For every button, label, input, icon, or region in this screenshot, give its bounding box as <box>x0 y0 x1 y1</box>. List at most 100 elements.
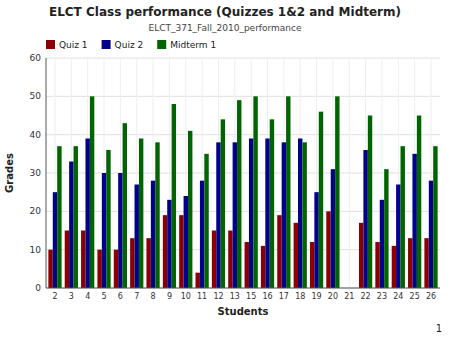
y-axis-line <box>46 58 47 288</box>
bar <box>270 119 274 288</box>
bar <box>282 142 286 288</box>
bar <box>216 142 220 288</box>
legend-label: Midterm 1 <box>170 40 216 50</box>
x-tick-label: 16 <box>262 292 272 301</box>
x-tick-label: 6 <box>118 292 123 301</box>
bar <box>81 231 85 289</box>
x-tick-label: 23 <box>377 292 387 301</box>
bar <box>392 246 396 288</box>
x-tick-label: 8 <box>151 292 156 301</box>
bar <box>179 215 183 288</box>
bar <box>245 242 249 288</box>
bar <box>429 181 433 288</box>
bar <box>384 169 388 288</box>
x-tick-label: 24 <box>393 292 403 301</box>
legend-label: Quiz 1 <box>59 40 88 50</box>
x-tick-label: 21 <box>344 292 354 301</box>
bar <box>277 215 281 288</box>
bars <box>48 96 437 288</box>
bar <box>310 242 314 288</box>
bar <box>294 223 298 288</box>
bar <box>135 185 139 289</box>
bar <box>363 150 367 288</box>
x-tick-label: 7 <box>134 292 139 301</box>
legend-swatch <box>102 40 111 49</box>
bar <box>65 231 69 289</box>
bar <box>302 142 306 288</box>
bar <box>265 139 269 289</box>
bar <box>151 181 155 288</box>
annotation: 1 <box>436 323 442 334</box>
x-tick-label: 20 <box>328 292 338 301</box>
bar <box>130 238 134 288</box>
bar <box>118 173 122 288</box>
x-tick-label: 11 <box>197 292 207 301</box>
y-tick-label: 0 <box>35 283 41 293</box>
bar <box>114 250 118 288</box>
bar <box>200 181 204 288</box>
y-tick-label: 60 <box>30 53 42 63</box>
y-tick-label: 10 <box>30 245 42 255</box>
bar <box>417 116 421 289</box>
grid-line <box>46 134 440 135</box>
bar <box>146 238 150 288</box>
x-tick-label: 15 <box>246 292 256 301</box>
legend-swatch <box>157 40 166 49</box>
bar <box>57 146 61 288</box>
bar <box>228 231 232 289</box>
bar <box>212 231 216 289</box>
x-tick-label: 13 <box>230 292 240 301</box>
bar <box>396 185 400 289</box>
x-axis-line <box>46 288 440 289</box>
bar <box>298 139 302 289</box>
x-tick-label: 10 <box>181 292 191 301</box>
bar <box>74 146 78 288</box>
legend: Quiz 1 Quiz 2 Midterm 1 <box>46 40 216 50</box>
bar <box>221 119 225 288</box>
y-tick-label: 30 <box>30 168 42 178</box>
x-tick-label: 12 <box>213 292 223 301</box>
bar <box>380 200 384 288</box>
x-tick-label: 22 <box>361 292 371 301</box>
x-tick-label: 26 <box>426 292 436 301</box>
y-tick-label: 40 <box>30 130 42 140</box>
bar <box>233 142 237 288</box>
y-tick-label: 50 <box>30 91 42 101</box>
bar <box>139 139 143 289</box>
bar <box>167 200 171 288</box>
bar <box>412 154 416 288</box>
bar <box>188 131 192 288</box>
subtitle: ELCT_371_Fall_2010_performance <box>148 23 302 33</box>
bar <box>184 196 188 288</box>
grid <box>46 58 440 288</box>
bar <box>249 139 253 289</box>
bar <box>401 146 405 288</box>
bar <box>408 238 412 288</box>
x-tick-label: 2 <box>52 292 57 301</box>
bar <box>359 223 363 288</box>
bar <box>90 96 94 288</box>
x-tick-label: 5 <box>101 292 106 301</box>
bar <box>53 192 57 288</box>
title: ELCT Class performance (Quizzes 1&2 and … <box>49 5 401 19</box>
bar <box>163 215 167 288</box>
bar <box>261 246 265 288</box>
y-tick-label: 20 <box>30 206 42 216</box>
bar <box>424 238 428 288</box>
x-axis-label: Students <box>218 306 269 317</box>
grid-line <box>46 58 440 59</box>
bar <box>106 150 110 288</box>
x-tick-label: 17 <box>279 292 289 301</box>
bar <box>155 142 159 288</box>
bar <box>433 146 437 288</box>
bar <box>314 192 318 288</box>
bar <box>326 211 330 288</box>
bar <box>97 250 101 288</box>
x-tick-label: 9 <box>167 292 172 301</box>
bar <box>48 250 52 288</box>
legend-label: Quiz 2 <box>115 40 144 50</box>
grid-line <box>46 288 440 289</box>
bar <box>85 139 89 289</box>
x-tick-label: 25 <box>410 292 420 301</box>
bar <box>286 96 290 288</box>
